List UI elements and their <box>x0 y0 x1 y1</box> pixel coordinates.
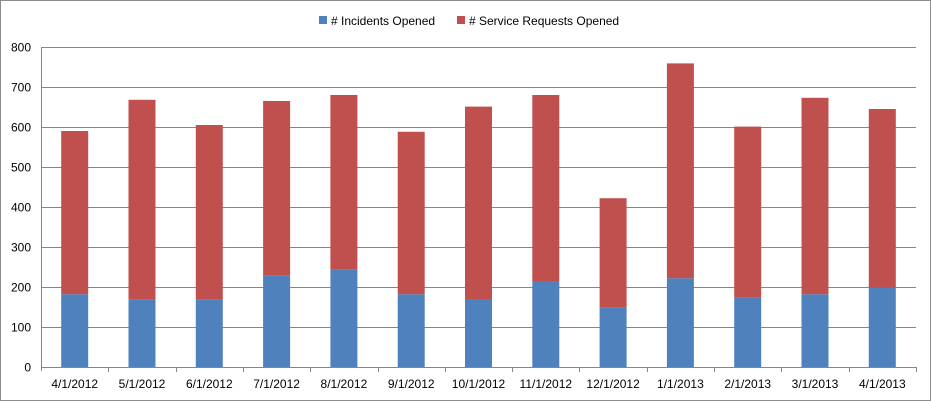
y-tick-label: 100 <box>11 321 31 335</box>
bar-service-requests-6 <box>465 106 492 299</box>
bar-incidents-12 <box>868 287 896 367</box>
bar-incidents-10 <box>734 297 762 367</box>
x-tick-label: 5/1/2012 <box>119 377 166 391</box>
bar-service-requests-11 <box>801 97 829 295</box>
bar-service-requests-5 <box>397 131 425 295</box>
y-tick-label: 800 <box>11 41 31 55</box>
x-tick-label: 3/1/2013 <box>792 377 839 391</box>
x-tick-label: 12/1/2012 <box>586 377 640 391</box>
legend-swatch-service-requests <box>457 16 465 24</box>
bar-incidents-5 <box>397 294 425 367</box>
bar-service-requests-7 <box>532 95 560 281</box>
bars <box>61 63 896 367</box>
bar-incidents-1 <box>128 299 156 367</box>
legend-swatch-incidents <box>319 16 327 24</box>
legend: # Incidents Opened # Service Requests Ope… <box>319 14 619 28</box>
y-tick-label: 400 <box>11 201 31 215</box>
bar-incidents-7 <box>532 281 560 367</box>
bar-service-requests-2 <box>195 125 223 300</box>
y-tick-label: 200 <box>11 281 31 295</box>
bar-service-requests-9 <box>666 63 694 279</box>
x-tick-label: 6/1/2012 <box>186 377 233 391</box>
bar-incidents-8 <box>599 307 627 367</box>
y-tick-label: 0 <box>24 361 31 375</box>
bar-service-requests-1 <box>128 99 156 300</box>
x-tick-label: 8/1/2012 <box>321 377 368 391</box>
x-tick-label: 9/1/2012 <box>388 377 435 391</box>
y-tick-label: 500 <box>11 161 31 175</box>
x-tick-label: 7/1/2012 <box>253 377 300 391</box>
bar-service-requests-12 <box>868 109 896 288</box>
x-tick-label: 10/1/2012 <box>452 377 506 391</box>
axes: 0 100 200 300 400 500 600 700 800 4/1/2012 5/1/201… <box>11 41 917 391</box>
bar-incidents-4 <box>330 269 358 367</box>
bar-service-requests-0 <box>61 131 89 295</box>
bar-incidents-11 <box>801 294 829 367</box>
bar-incidents-0 <box>61 294 89 367</box>
bar-service-requests-3 <box>263 101 291 276</box>
bar-service-requests-10 <box>734 126 762 298</box>
bar-service-requests-8 <box>599 198 627 308</box>
bar-service-requests-4 <box>330 95 358 270</box>
bar-incidents-2 <box>195 299 223 367</box>
y-tick-label: 600 <box>11 121 31 135</box>
x-tick-label: 4/1/2013 <box>859 377 906 391</box>
x-tick-label: 4/1/2012 <box>51 377 98 391</box>
legend-label-incidents: # Incidents Opened <box>331 14 435 28</box>
legend-label-service-requests: # Service Requests Opened <box>469 14 619 28</box>
x-tick-label: 1/1/2013 <box>657 377 704 391</box>
bar-incidents-6 <box>465 299 492 367</box>
y-tick-label: 300 <box>11 241 31 255</box>
x-tick-label: 11/1/2012 <box>520 377 573 391</box>
x-tick-label: 2/1/2013 <box>724 377 771 391</box>
bar-incidents-3 <box>263 275 291 367</box>
y-tick-label: 700 <box>11 81 31 95</box>
bar-incidents-9 <box>666 278 694 367</box>
